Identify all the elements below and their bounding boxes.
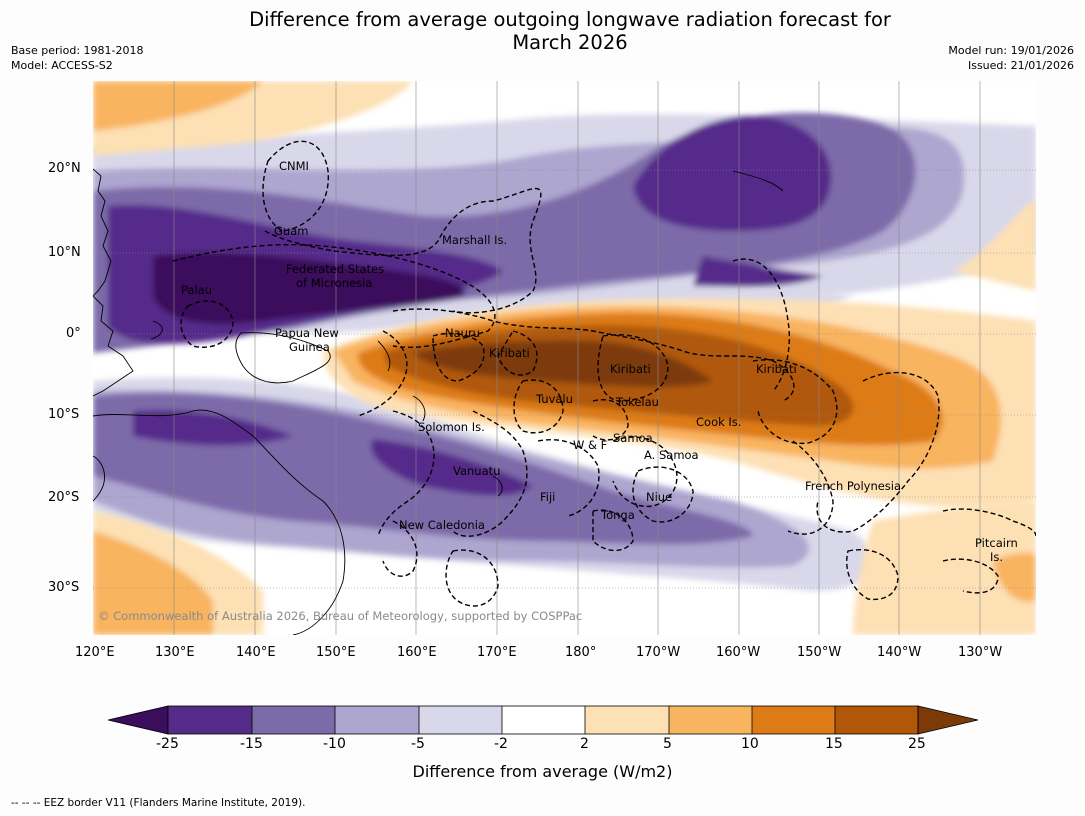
colorbar-bin-2 <box>252 706 335 734</box>
colorbar-bin-5 <box>502 706 585 734</box>
x-tick-120e: 120°E <box>75 645 115 660</box>
model-name: Model: ACCESS-S2 <box>11 59 113 72</box>
label-fsm-line2: of Micronesia <box>296 276 372 290</box>
colorbar-extend-min <box>107 705 169 735</box>
label-niue: Niue <box>646 490 672 504</box>
chart-title: Difference from average outgoing longwav… <box>0 8 1085 54</box>
colorbar-bin-1 <box>168 706 252 734</box>
label-new-caledonia: New Caledonia <box>399 518 485 532</box>
colorbar-bin-9 <box>835 706 918 734</box>
y-tick-10n: 10°N <box>48 245 81 260</box>
cb-tick-15: 15 <box>825 736 843 752</box>
x-tick-170e: 170°E <box>477 645 517 660</box>
label-marshall: Marshall Is. <box>442 233 507 247</box>
cb-tick-neg15: -15 <box>240 736 263 752</box>
x-tick-160w: 160°W <box>716 645 761 660</box>
label-kiribati-west: Kiribati <box>489 346 530 360</box>
cb-tick-2: 2 <box>580 736 589 752</box>
label-wallis-futuna: W & F <box>573 438 607 452</box>
cb-tick-neg2: -2 <box>494 736 508 752</box>
label-tuvalu: Tuvalu <box>535 392 573 406</box>
meta-right: Model run: 19/01/2026 Issued: 21/01/2026 <box>948 43 1074 73</box>
y-tick-20s: 20°S <box>48 490 80 505</box>
label-american-samoa: A. Samoa <box>644 448 699 462</box>
label-palau: Palau <box>181 283 212 297</box>
x-tick-150w: 150°W <box>797 645 842 660</box>
label-tonga: Tonga <box>600 508 635 522</box>
colorbar-bin-3 <box>335 706 419 734</box>
colorbar-extend-max <box>917 705 979 735</box>
map-panel: CNMI Guam Marshall Is. Federated States … <box>93 81 1036 635</box>
olr-shading <box>93 81 1036 635</box>
colorbar <box>107 705 979 735</box>
colorbar-bin-4 <box>419 706 502 734</box>
colorbar-svg <box>107 705 979 735</box>
colorbar-bin-8 <box>752 706 835 734</box>
cb-tick-neg10: -10 <box>323 736 346 752</box>
label-png-line2: Guinea <box>289 340 330 354</box>
colorbar-title: Difference from average (W/m2) <box>412 762 673 781</box>
base-period: Base period: 1981-2018 <box>11 44 144 57</box>
y-tick-20n: 20°N <box>48 161 81 176</box>
label-guam: Guam <box>274 224 308 238</box>
label-samoa: Samoa <box>613 431 653 445</box>
meta-left: Base period: 1981-2018 Model: ACCESS-S2 <box>11 43 143 73</box>
x-tick-140e: 140°E <box>236 645 276 660</box>
y-tick-0: 0° <box>66 326 81 341</box>
coastlines <box>93 168 784 635</box>
cb-tick-5: 5 <box>663 736 672 752</box>
map-svg: CNMI Guam Marshall Is. Federated States … <box>93 81 1036 635</box>
label-tokelau: Tokelau <box>615 395 659 409</box>
x-tick-160e: 160°E <box>397 645 437 660</box>
x-tick-130w: 130°W <box>958 645 1003 660</box>
label-fsm-line1: Federated States <box>286 262 384 276</box>
label-kiribati-east: Kiribati <box>756 362 797 376</box>
label-nauru: Nauru <box>445 326 480 340</box>
eez-borders <box>172 140 1036 607</box>
title-line-1: Difference from average outgoing longwav… <box>249 8 891 31</box>
label-pitcairn-line1: Pitcairn <box>975 536 1018 550</box>
issued-date: Issued: 21/01/2026 <box>967 59 1074 72</box>
gridlines <box>93 81 1036 635</box>
model-run: Model run: 19/01/2026 <box>948 44 1074 57</box>
x-tick-170w: 170°W <box>636 645 681 660</box>
cb-tick-10: 10 <box>741 736 759 752</box>
label-vanuatu: Vanuatu <box>453 464 500 478</box>
label-solomon: Solomon Is. <box>418 420 485 434</box>
label-cook-islands: Cook Is. <box>696 415 741 429</box>
title-line-2: March 2026 <box>512 31 628 54</box>
x-tick-140w: 140°W <box>877 645 922 660</box>
region-labels: CNMI Guam Marshall Is. Federated States … <box>181 159 1018 564</box>
x-tick-150e: 150°E <box>316 645 356 660</box>
x-tick-130e: 130°E <box>155 645 195 660</box>
footer-note: -- -- -- EEZ border V11 (Flanders Marine… <box>11 797 306 809</box>
y-tick-10s: 10°S <box>48 407 80 422</box>
copyright-notice: © Commonwealth of Australia 2026, Bureau… <box>98 609 583 623</box>
label-french-polynesia: French Polynesia <box>805 479 901 493</box>
label-cnmi: CNMI <box>279 159 309 173</box>
label-pitcairn-line2: Is. <box>990 550 1003 564</box>
label-kiribati-central: Kiribati <box>610 362 651 376</box>
colorbar-bin-7 <box>669 706 752 734</box>
cb-tick-neg5: -5 <box>411 736 425 752</box>
cb-tick-25: 25 <box>908 736 926 752</box>
colorbar-bin-6 <box>585 706 669 734</box>
y-tick-30s: 30°S <box>48 580 80 595</box>
cb-tick-neg25: -25 <box>156 736 179 752</box>
label-fiji: Fiji <box>540 490 555 504</box>
label-png-line1: Papua New <box>275 326 339 340</box>
x-tick-180: 180° <box>565 645 597 660</box>
